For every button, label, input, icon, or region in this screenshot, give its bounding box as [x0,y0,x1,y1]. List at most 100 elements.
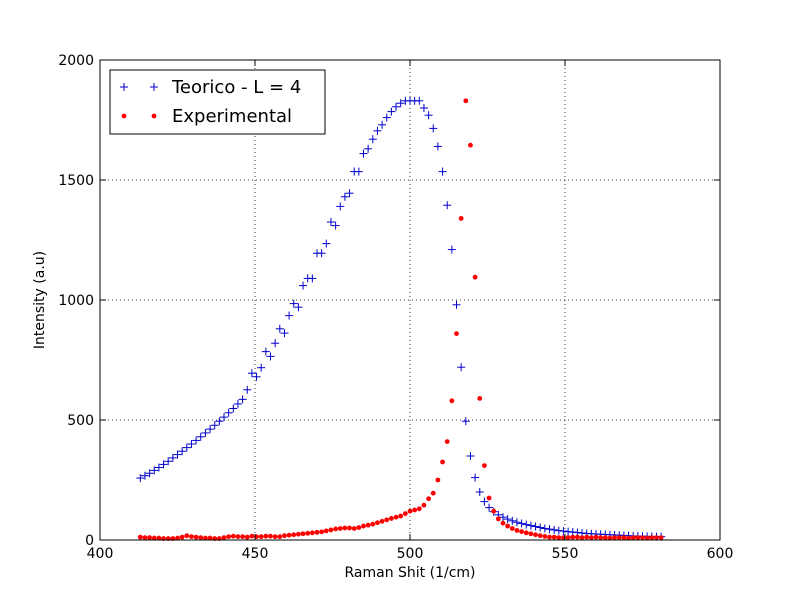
data-point [491,508,497,514]
y-tick-label: 2000 [58,53,94,69]
data-point [322,239,331,248]
data-point [230,533,236,539]
legend-marker-point [150,83,158,91]
data-point [294,303,303,312]
data-point [519,529,524,534]
data-point [305,530,311,536]
data-point [249,533,255,539]
data-point [523,530,529,536]
data-point [499,513,507,522]
data-point [607,535,613,541]
data-point [257,363,266,372]
data-point [280,329,289,338]
data-point [308,274,317,283]
axis-ticks: 400 450 500 550 600 0 500 1000 1500 2000 [58,53,733,562]
data-point [463,98,469,104]
data-point [505,523,511,529]
data-point [438,167,447,176]
legend-marker-teorico [120,83,158,91]
data-point [477,396,483,401]
data-point [542,534,548,539]
x-axis-label: Raman Shit (1/cm) [344,565,475,581]
data-point [275,324,284,333]
x-tick-label: 500 [397,546,424,562]
data-point [644,535,650,541]
data-point [345,189,354,198]
data-point [333,526,338,532]
y-axis-label: Intensity (a.u) [32,251,48,349]
data-point [220,413,228,422]
data-point [178,447,187,456]
series-experimental [137,98,664,541]
data-point [612,535,617,540]
x-tick-label: 550 [552,546,579,562]
y-tick-label: 0 [85,533,94,549]
data-point [426,496,431,502]
data-point [472,274,478,280]
data-point [319,529,325,535]
data-point [196,432,205,441]
data-point [271,339,280,348]
data-point [486,495,492,501]
data-point [168,453,177,462]
data-point [435,477,441,483]
data-point [331,221,340,230]
data-point [626,535,631,541]
data-point [296,531,301,537]
data-point [299,281,308,290]
data-point [658,535,664,540]
data-point [266,352,275,361]
data-point [375,520,380,526]
data-point [229,404,238,413]
data-point [528,531,534,537]
data-point [480,497,489,506]
data-point [342,525,348,531]
data-point [398,513,404,519]
data-point [579,535,585,540]
x-tick-label: 600 [707,546,734,562]
data-point [584,534,590,540]
data-point [289,299,298,308]
data-point [198,535,204,540]
data-point [368,135,377,144]
data-point [392,102,401,111]
data-point [378,120,387,129]
data-point [203,535,208,541]
data-point [430,490,436,496]
legend-marker-point [121,113,127,119]
data-point [150,466,159,475]
data-point [621,535,627,540]
data-point [201,428,210,437]
data-point [471,473,480,482]
data-point [443,201,452,210]
data-point [482,463,487,468]
data-point [468,142,473,148]
data-point [429,124,438,133]
data-point [565,535,571,540]
data-point [635,535,641,540]
legend-box [109,69,326,135]
data-point [136,474,145,483]
data-point [402,511,408,516]
data-point [588,535,594,540]
data-point [238,395,247,404]
data-point [531,522,540,531]
data-point [173,450,182,459]
data-point [192,436,201,445]
data-point [261,347,270,356]
data-point [593,534,599,540]
data-point [458,216,464,221]
data-point [556,535,562,540]
data-point [421,502,427,508]
data-point [347,525,352,531]
legend-label-teorico: Teorico - L = 4 [171,77,301,98]
data-point [630,535,636,540]
y-tick-label: 1500 [58,173,94,189]
data-point [370,521,376,527]
data-point [407,508,413,514]
data-point [452,300,461,309]
data-point [550,525,559,534]
data-point [547,534,552,540]
data-point [466,452,475,460]
data-point [215,417,224,426]
